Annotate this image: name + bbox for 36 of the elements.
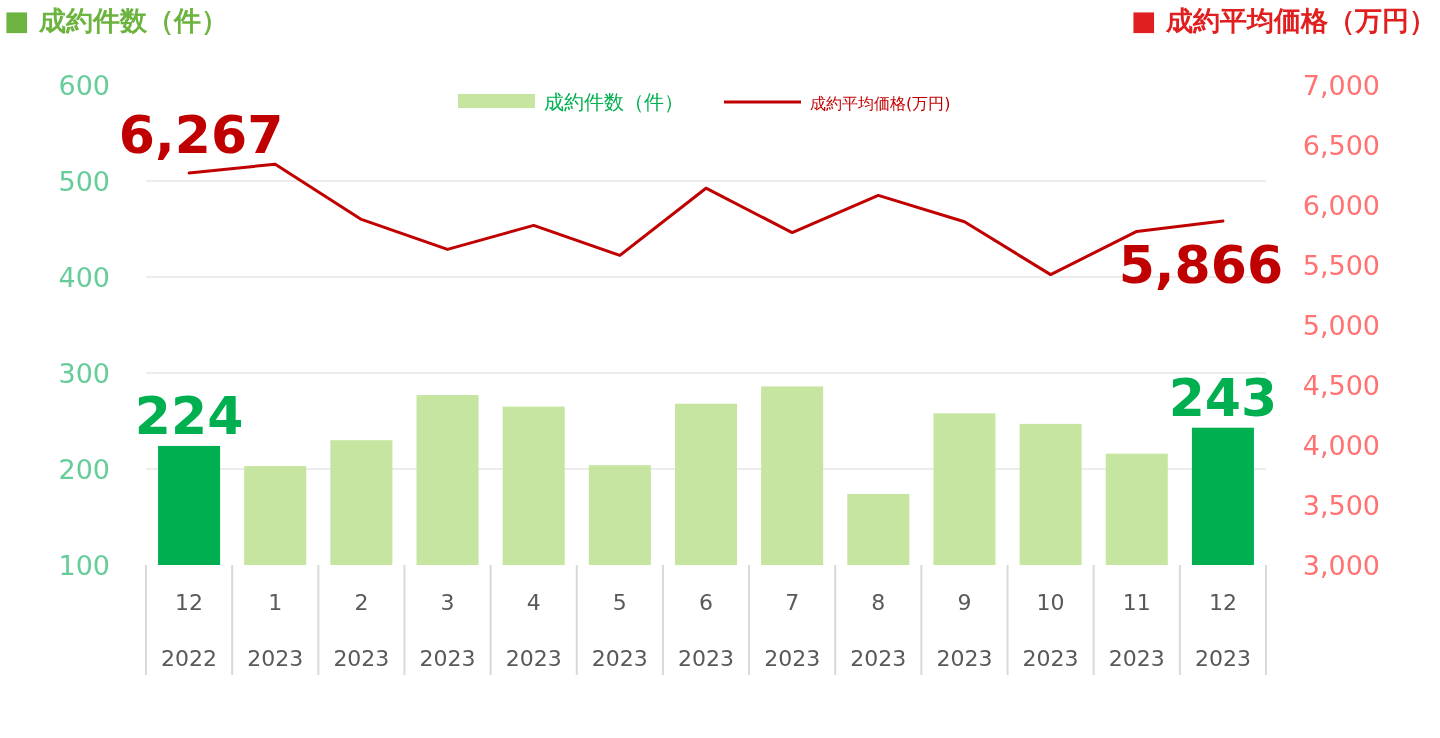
y2-tick-label: 6,500: [1302, 130, 1380, 161]
data-label: 224: [134, 385, 244, 446]
data-label: 243: [1168, 367, 1278, 428]
y2-tick-label: 4,500: [1302, 370, 1380, 401]
data-label: 5,866: [1118, 235, 1284, 296]
y-tick-label: 100: [58, 550, 110, 581]
y2-tick-label: 3,500: [1302, 490, 1380, 521]
legend-label: 成約平均価格(万円): [810, 94, 951, 113]
y-tick-label: 600: [58, 70, 110, 101]
category-label: 1 2023: [247, 590, 304, 671]
category-label: 2 2023: [333, 590, 390, 671]
category-label: 10 2023: [1022, 590, 1079, 671]
category-label: 7 2023: [764, 590, 821, 671]
category-label: 12 2022: [161, 590, 218, 671]
data-label: 6,267: [118, 104, 284, 165]
category-label: 11 2023: [1108, 590, 1165, 671]
category-label: 4 2023: [505, 590, 562, 671]
y2-tick-label: 5,000: [1302, 310, 1380, 341]
category-label: 6 2023: [678, 590, 734, 671]
category-label: 9 2023: [936, 590, 993, 671]
y2-tick-label: 4,000: [1302, 430, 1380, 461]
category-label: 8 2023: [850, 590, 907, 671]
y2-tick-label: 3,000: [1302, 550, 1380, 581]
legend-label: 成約件数（件）: [544, 90, 684, 114]
y-tick-label: 400: [58, 262, 110, 293]
y2-tick-label: 6,000: [1302, 190, 1380, 221]
category-label: 5 2023: [591, 590, 648, 671]
category-label: 12 2023: [1194, 590, 1251, 671]
y2-axis-title: ■ 成約平均価格（万円）: [1131, 5, 1436, 36]
y2-tick-label: 7,000: [1302, 70, 1380, 101]
y2-tick-label: 5,500: [1302, 250, 1380, 281]
y-tick-label: 200: [58, 454, 110, 485]
y-axis-title: ■ 成約件数（件）: [4, 5, 228, 36]
y-tick-label: 500: [58, 166, 110, 197]
category-label: 3 2023: [419, 590, 476, 671]
y-tick-label: 300: [58, 358, 110, 389]
